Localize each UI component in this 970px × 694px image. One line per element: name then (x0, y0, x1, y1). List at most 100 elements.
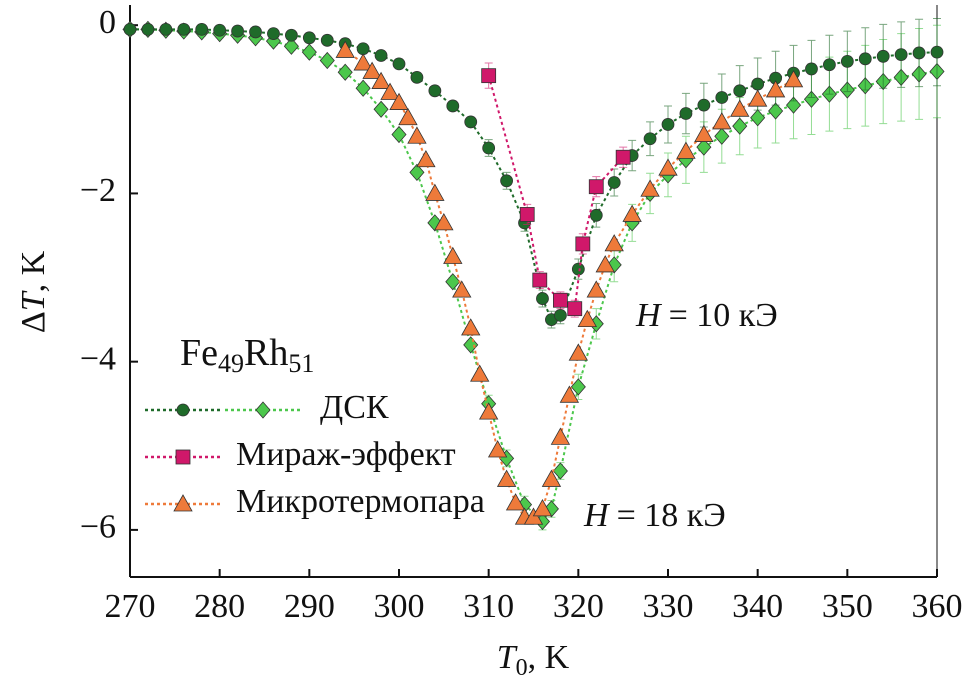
marker (640, 179, 660, 197)
annotation-text: = 18 кЭ (617, 497, 726, 534)
marker (607, 176, 621, 189)
legend-label: ДСК (320, 389, 389, 426)
marker (410, 70, 424, 84)
marker (373, 100, 389, 118)
marker (301, 43, 317, 61)
marker (858, 52, 872, 66)
marker (284, 28, 298, 42)
marker (482, 141, 496, 155)
marker (445, 273, 461, 291)
marker (398, 107, 418, 126)
marker (876, 49, 890, 63)
marker (586, 280, 606, 298)
x-tick-label: 340 (732, 588, 783, 625)
marker (894, 48, 908, 62)
marker (575, 236, 591, 252)
marker (552, 462, 568, 480)
marker (768, 102, 784, 120)
marker (912, 46, 926, 60)
marker (571, 262, 585, 276)
marker (930, 45, 944, 59)
marker (159, 22, 173, 36)
marker (464, 115, 478, 129)
y-axis-label: ΔT, K (15, 250, 52, 333)
x-label-symbol: T (497, 639, 518, 676)
legend-label: Микротермопара (236, 483, 485, 520)
marker (452, 280, 472, 298)
marker (446, 99, 460, 113)
marker (519, 207, 535, 222)
y-label-symbol: T (15, 290, 52, 311)
marker (389, 92, 409, 110)
marker (409, 163, 425, 182)
x-tick-label: 360 (912, 588, 963, 625)
legend-marker (173, 494, 193, 512)
marker (676, 141, 696, 159)
legend-label: Мираж-эффект (236, 436, 456, 473)
marker (568, 343, 589, 361)
annotation-symbol: H (583, 497, 611, 534)
x-tick-label: 270 (105, 588, 156, 625)
marker (823, 58, 836, 72)
marker (622, 204, 642, 222)
legend-marker (175, 449, 191, 465)
marker (696, 138, 712, 156)
x-tick-label: 330 (643, 588, 694, 625)
legend-marker (176, 403, 190, 417)
y-tick-label: −2 (80, 172, 116, 209)
annotation: H = 10 кЭ (635, 297, 778, 334)
marker (478, 402, 499, 420)
marker (750, 109, 766, 127)
legend-title-sub: 51 (288, 349, 314, 378)
marker (443, 246, 463, 264)
marker (267, 27, 280, 40)
marker (123, 22, 137, 36)
marker (380, 82, 400, 100)
marker (337, 63, 353, 81)
legend-title: Fe49Rh51 (180, 332, 314, 378)
y-label-delta: Δ (15, 311, 52, 333)
x-tick-label: 320 (553, 588, 604, 625)
marker (765, 80, 786, 98)
marker (335, 40, 355, 58)
x-tick-label: 350 (822, 588, 873, 625)
marker (536, 292, 549, 305)
marker (714, 127, 730, 145)
x-tick-label: 290 (284, 588, 335, 625)
annotation-symbol: H (635, 297, 663, 334)
marker (840, 54, 854, 68)
marker (391, 125, 407, 144)
marker (532, 272, 548, 288)
series (335, 40, 804, 525)
x-tick-label: 300 (374, 588, 425, 625)
y-label-unit: , K (15, 250, 52, 292)
marker (643, 132, 657, 146)
marker (567, 301, 583, 317)
marker (679, 107, 693, 120)
marker (805, 62, 818, 76)
marker (550, 427, 571, 445)
marker (177, 22, 191, 36)
marker (434, 213, 454, 231)
x-axis-label: T0, K (497, 639, 570, 681)
y-tick-label: 0 (99, 4, 116, 41)
marker (500, 174, 514, 188)
marker (803, 90, 819, 108)
marker (461, 318, 481, 336)
legend-title-sub: 49 (218, 349, 244, 378)
marker (283, 37, 299, 55)
marker (697, 98, 711, 112)
marker (751, 77, 765, 91)
marker (523, 507, 544, 525)
annotation-text: = 10 кЭ (669, 297, 778, 334)
marker (487, 440, 508, 458)
y-tick-label: −6 (80, 509, 116, 546)
marker (425, 183, 445, 201)
marker (249, 25, 262, 39)
marker (231, 24, 245, 38)
series-line (344, 49, 795, 519)
marker (470, 364, 490, 382)
marker (553, 292, 568, 308)
